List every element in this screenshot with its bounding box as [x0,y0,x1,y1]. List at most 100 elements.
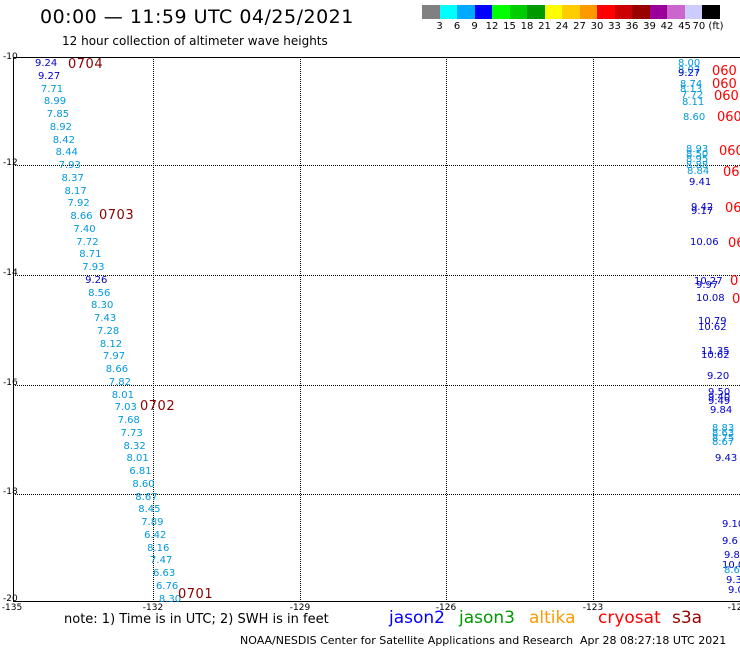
wave-height-value: 7.73 [120,427,143,439]
color-scale-swatch [597,5,615,19]
color-scale-swatch [544,5,562,19]
wave-height-value: 9.26 [85,274,108,286]
pass-time-label: 0703 [99,208,135,223]
wave-height-value: 8.71 [79,249,102,261]
wave-height-value: 8.32 [123,440,146,452]
wave-height-value: 8.13 [680,84,703,95]
wave-height-value: 9.0 [728,585,740,596]
color-scale-swatch [527,5,545,19]
wave-height-value: 8.44 [55,147,78,159]
color-scale-bar: 3 6 9 12 15 18 21 24 27 30 33 36 39 42 45 70 (ft) [422,5,723,32]
color-scale-swatch [422,5,440,19]
wave-height-value: 8.16 [147,542,170,554]
color-scale-label: 39 [643,21,656,32]
wave-height-value: 8.83 [712,423,735,434]
wave-height-value: 7.72 [681,90,704,101]
legend-jason2: jason2 [389,608,445,628]
wave-height-value: 7.92 [67,198,90,210]
map-subtitle: 12 hour collection of altimeter wave hei… [62,34,328,48]
color-scale-swatch [632,5,650,19]
wave-height-value: 8.01 [126,453,149,465]
wave-height-value: 10.27 [694,276,723,287]
axis-label-latitude: -14 [3,268,18,278]
wave-height-value: 7.28 [96,325,120,337]
axis-label-latitude: -16 [3,378,18,388]
pass-time-label: 06 [723,165,740,180]
credit-date: Apr 28 08:27:18 UTC 2021 [580,634,727,647]
wave-height-value: 9.49 [708,396,731,407]
wave-height-value: 8.75 [712,433,735,444]
color-scale-swatch [702,5,720,19]
wave-height-value: 10.06 [690,237,719,248]
pass-time-label: 0704 [68,57,104,72]
pass-time-label: 060 [712,64,737,79]
pass-time-label: 060 [712,77,737,92]
axis-label-longitude: -123 [582,603,604,613]
axis-label-longitude: -135 [1,603,23,613]
wave-height-value: 10.62 [701,350,730,361]
color-scale-swatch [509,5,527,19]
color-scale-label: 3 [436,21,443,32]
wave-height-value: 9.3 [726,575,740,586]
grid-line-vertical [153,57,154,602]
grid-line-horizontal [13,275,740,276]
wave-height-value: 8.99 [43,96,67,108]
axis-label-longitude: -12 [727,603,740,613]
wave-height-value: 8.30 [158,593,182,605]
wave-height-value: 8.12 [99,338,123,350]
wave-height-value: 8.63 [712,428,735,439]
wave-height-value: 8.93 [686,144,709,155]
map-note: note: 1) Time is in UTC; 2) SWH is in fe… [64,612,329,627]
color-scale-swatch [667,5,685,19]
wave-height-value: 9.6 [722,536,738,547]
color-scale-label: 33 [608,21,621,32]
wave-height-value: 9.97 [696,280,719,291]
wave-height-value: 8.67 [712,437,735,448]
pass-time-label: 060 [714,89,739,104]
wave-height-value: 8.00 [678,58,701,69]
color-scale-swatch [457,5,475,19]
color-scale-label: 70 (ft) [692,21,724,32]
wave-height-value: 9.24 [35,58,58,69]
wave-height-value: 8.11 [682,97,705,108]
axis-label-longitude: -126 [435,603,457,613]
axis-label-longitude: -129 [289,603,311,613]
wave-height-value: 9.40 [708,392,731,403]
wave-height-value: 8.88 [686,160,709,171]
wave-height-value: 6.76 [155,580,179,592]
wave-height-value: 7.82 [108,376,132,388]
wave-height-value: 9.84 [710,405,733,416]
wave-height-value: 7.97 [102,351,126,363]
wave-height-value: 7.72 [76,236,99,248]
wave-height-value: 9.43 [715,453,738,464]
wave-height-value: 9.50 [708,387,731,398]
wave-height-value: 10.08 [696,293,725,304]
credit-text: NOAA/NESDIS Center for Satellite Applica… [240,634,574,647]
wave-height-value: 6.81 [129,466,152,477]
wave-height-value: 9.41 [689,177,712,188]
grid-line-horizontal [13,165,740,166]
wave-height-value: 8.37 [61,172,84,184]
map-title: 00:00 — 11:59 UTC 04/25/2021 [40,6,354,28]
wave-height-value: 8.92 [49,121,73,133]
wave-height-value: 9.17 [691,206,714,217]
color-scale-label: 45 [678,21,691,32]
axis-label-latitude: -10 [3,52,18,62]
grid-line-vertical [446,57,447,602]
color-scale-label: 9 [471,21,478,32]
axis-label-latitude: -12 [3,158,18,168]
grid-line-vertical [593,57,594,602]
wave-height-value: 9.27 [37,70,61,82]
wave-height-value: 7.93 [82,262,105,273]
wave-height-value: 8.30 [91,300,114,312]
wave-height-value: 9.27 [678,68,701,79]
wave-height-value: 7.40 [73,223,96,235]
legend-s3a: s3a [672,608,703,628]
color-scale-swatch [649,5,667,19]
color-scale-label: 12 [485,21,499,32]
axis-label-latitude: -20 [3,594,18,604]
wave-height-value: 8.60 [683,112,706,123]
color-scale-label: 30 [590,21,604,32]
pass-time-label: 060 [719,144,740,159]
pass-time-label: 06 [728,236,740,251]
